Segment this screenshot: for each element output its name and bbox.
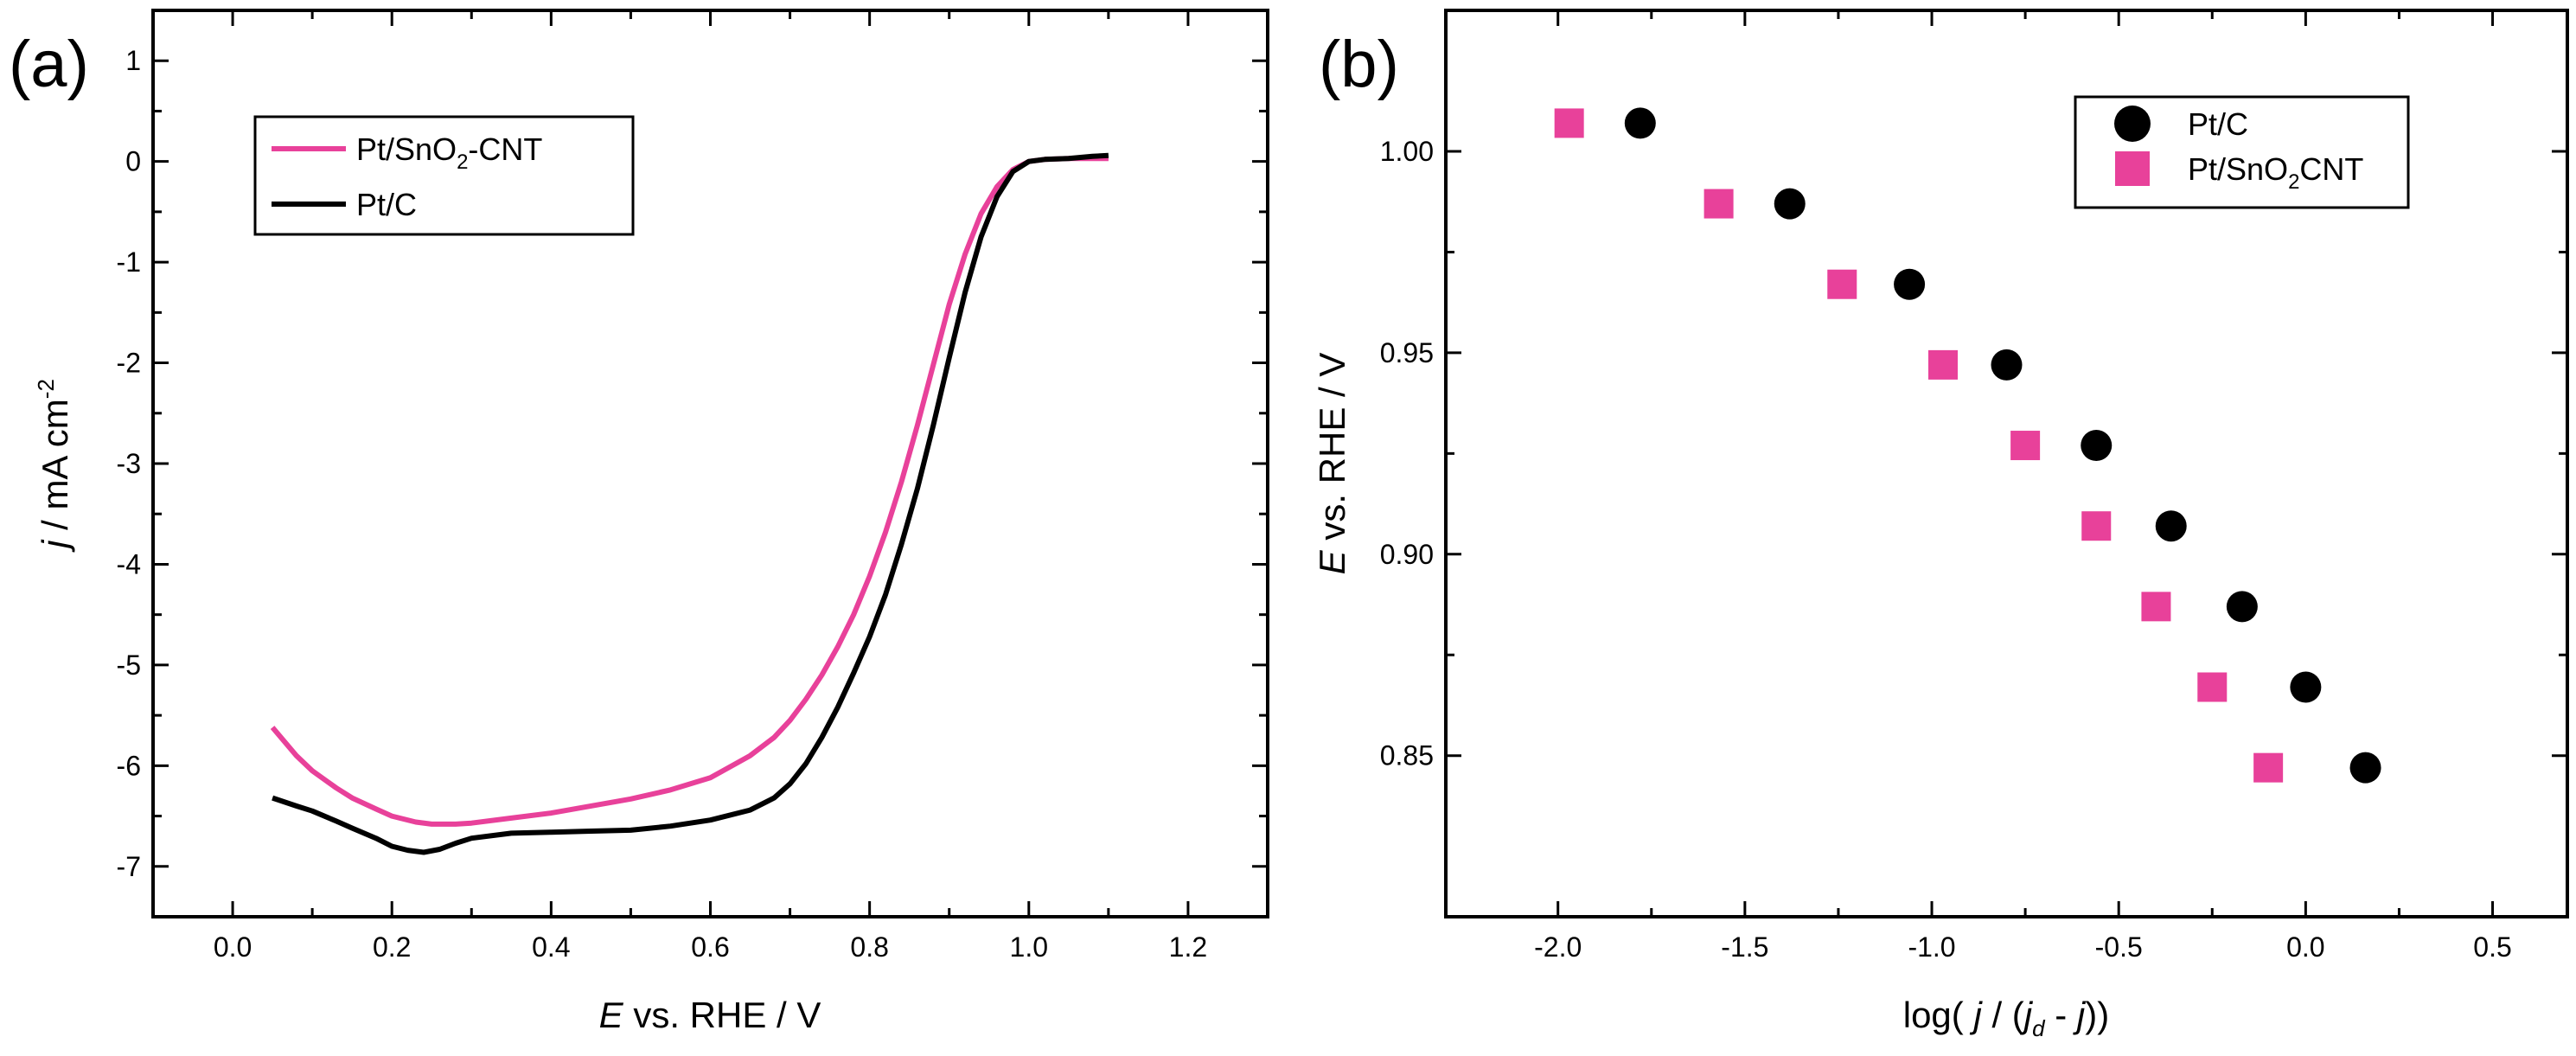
point-pt-c [1894, 268, 1926, 300]
x-tick-label: 0.0 [2286, 931, 2324, 963]
point-pt-sno2cnt [1554, 108, 1584, 138]
y-tick-label: -2 [117, 348, 141, 379]
point-pt-sno2cnt [2197, 672, 2228, 702]
x-tick-label: -1.5 [1721, 931, 1768, 963]
point-pt-sno2cnt [2010, 431, 2041, 461]
point-pt-c [2290, 671, 2322, 703]
panel-a-series [270, 152, 1109, 855]
series-line-pt-c [272, 152, 1109, 855]
y-tick-label: 0.95 [1380, 337, 1434, 368]
panel-a-legend: Pt/SnO2-CNT Pt/C [253, 115, 635, 236]
x-tick-label: 0.2 [373, 931, 411, 963]
panel-a: (a) 0.0 0.2 0.4 0.6 0.8 1.0 1.2 1 0 -1 -2 -3 -4 -5 -6 -… [9, 9, 1269, 1035]
y-tick-label: -5 [117, 650, 141, 681]
panel-b: (b) -2.0 -1.5 -1.0 -0.5 0.0 0.5 0.85 0.90 0.95 1.… [1312, 9, 2569, 1041]
panel-b-plot-frame [1444, 9, 2569, 918]
y-tick-label: 0.85 [1380, 740, 1434, 771]
legend-label-pt-c-b: Pt/C [2188, 106, 2248, 142]
panel-a-plot-frame [151, 9, 1269, 918]
point-pt-sno2cnt [2141, 592, 2171, 622]
point-pt-sno2cnt [1928, 349, 1959, 380]
panel-a-label: (a) [9, 28, 89, 101]
point-pt-c [2226, 591, 2258, 623]
legend-marker-pt-sno2cnt [2115, 151, 2150, 186]
x-tick-label: 1.2 [1169, 931, 1207, 963]
point-pt-c [1991, 349, 2023, 381]
point-pt-sno2cnt [2081, 511, 2112, 541]
x-tick-label: 0.0 [214, 931, 252, 963]
y-tick-label: 1.00 [1380, 136, 1434, 167]
legend-label-pt-sno2cnt: Pt/SnO2CNT [2188, 151, 2363, 194]
panel-a-x-axis-title: E vs. RHE / V [599, 995, 821, 1035]
y-tick-label: -1 [117, 246, 141, 278]
series-line-pt-sno2-cnt [270, 156, 1109, 827]
x-tick-label: 1.0 [1010, 931, 1048, 963]
point-pt-c [1774, 188, 1806, 220]
panel-b-y-axis-title: E vs. RHE / V [1312, 353, 1352, 575]
x-tick-label: -2.0 [1534, 931, 1582, 963]
x-tick-label: 0.8 [850, 931, 888, 963]
panel-a-ticks: 0.0 0.2 0.4 0.6 0.8 1.0 1.2 1 0 -1 -2 -3 -4 -5 -6 -7 [117, 10, 1268, 963]
point-pt-sno2cnt [1827, 269, 1857, 299]
panel-b-series [1554, 107, 2381, 784]
y-tick-label: -4 [117, 548, 141, 579]
point-pt-c [1624, 107, 1656, 139]
legend-label-pt-sno2-cnt: Pt/SnO2-CNT [356, 131, 542, 174]
panel-b-legend: Pt/C Pt/SnO2CNT [2074, 95, 2410, 209]
x-tick-label: -1.0 [1908, 931, 1955, 963]
x-tick-label: 0.5 [2473, 931, 2511, 963]
panel-b-label: (b) [1319, 28, 1399, 101]
panel-a-y-axis-title: j / mA cm-2 [33, 379, 75, 553]
point-pt-c [2155, 510, 2187, 542]
legend-label-pt-c: Pt/C [356, 187, 417, 222]
point-pt-sno2cnt [2253, 752, 2284, 783]
legend-marker-pt-c [2114, 106, 2151, 142]
y-tick-label: 0 [125, 146, 141, 177]
x-tick-label: 0.6 [691, 931, 729, 963]
y-tick-label: 0.90 [1380, 539, 1434, 570]
x-tick-label: 0.4 [532, 931, 570, 963]
y-tick-label: -3 [117, 448, 141, 479]
y-tick-label: 1 [125, 45, 141, 76]
y-tick-label: -7 [117, 851, 141, 882]
point-pt-c [2081, 430, 2113, 462]
panel-b-ticks: -2.0 -1.5 -1.0 -0.5 0.0 0.5 0.85 0.90 0.95 1.00 [1380, 10, 2567, 963]
panel-b-x-axis-title: log( j / (jd - j)) [1903, 995, 2110, 1041]
point-pt-c [2349, 752, 2381, 784]
point-pt-sno2cnt [1703, 189, 1734, 219]
y-tick-label: -6 [117, 750, 141, 781]
x-tick-label: -0.5 [2095, 931, 2143, 963]
panel-a-legend-box [253, 115, 635, 236]
